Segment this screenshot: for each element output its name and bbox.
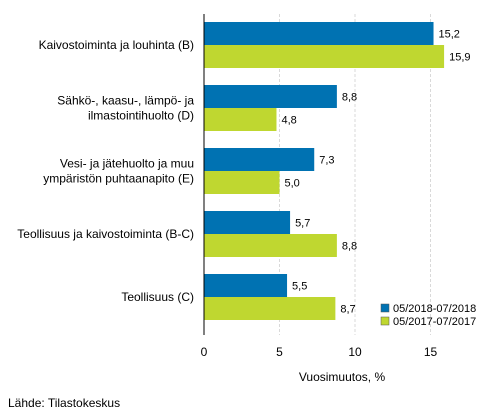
x-tick-label: 0 [201, 345, 208, 359]
category-labels: Kaivostoiminta ja louhinta (B) Sähkö-, ka… [17, 38, 194, 304]
category-label: Teollisuus (C) [121, 290, 194, 304]
data-label: 4,8 [281, 115, 296, 127]
data-label: 8,8 [342, 241, 357, 253]
x-tick-label: 10 [348, 345, 362, 359]
bar [204, 211, 291, 234]
data-labels: 15,2 15,9 8,8 4,8 7,3 5,0 5,7 8,8 5,5 8,7 [281, 29, 470, 316]
data-label: 5,5 [292, 281, 307, 293]
legend-swatch [380, 316, 390, 326]
data-label: 7,3 [319, 155, 334, 167]
x-tick-label: 15 [424, 345, 438, 359]
data-label: 5,7 [295, 218, 310, 230]
legend-swatch [380, 303, 390, 313]
category-label: Vesi- ja jätehuolto ja muu [60, 157, 194, 171]
bar [204, 85, 337, 108]
category-label: ympäristön puhtaanapito (E) [43, 172, 194, 186]
legend-label: 05/2018-07/2018 [393, 303, 476, 315]
data-label: 5,0 [285, 178, 300, 190]
bars [204, 22, 445, 320]
bar [204, 148, 315, 171]
data-label: 8,7 [340, 304, 355, 316]
bar [204, 108, 277, 131]
data-label: 15,2 [439, 29, 460, 41]
category-label: Teollisuus ja kaivostoiminta (B-C) [17, 227, 194, 241]
data-label: 8,8 [342, 92, 357, 104]
bar [204, 234, 337, 257]
bar [204, 22, 434, 45]
category-label: Sähkö-, kaasu-, lämpö- ja [57, 94, 194, 108]
bar [204, 274, 288, 297]
bar [204, 297, 336, 320]
category-label: ilmastointihuolto (D) [88, 109, 194, 123]
source-note: Lähde: Tilastokeskus [8, 396, 120, 410]
data-label: 15,9 [449, 52, 470, 64]
x-tick-labels: 0 5 10 15 [201, 345, 438, 359]
x-axis-label: Vuosimuutos, % [299, 370, 386, 384]
category-label: Kaivostoiminta ja louhinta (B) [39, 38, 194, 52]
bar [204, 45, 445, 68]
bar [204, 171, 280, 194]
legend-label: 05/2017-07/2017 [393, 316, 476, 328]
x-tick-label: 5 [276, 345, 283, 359]
